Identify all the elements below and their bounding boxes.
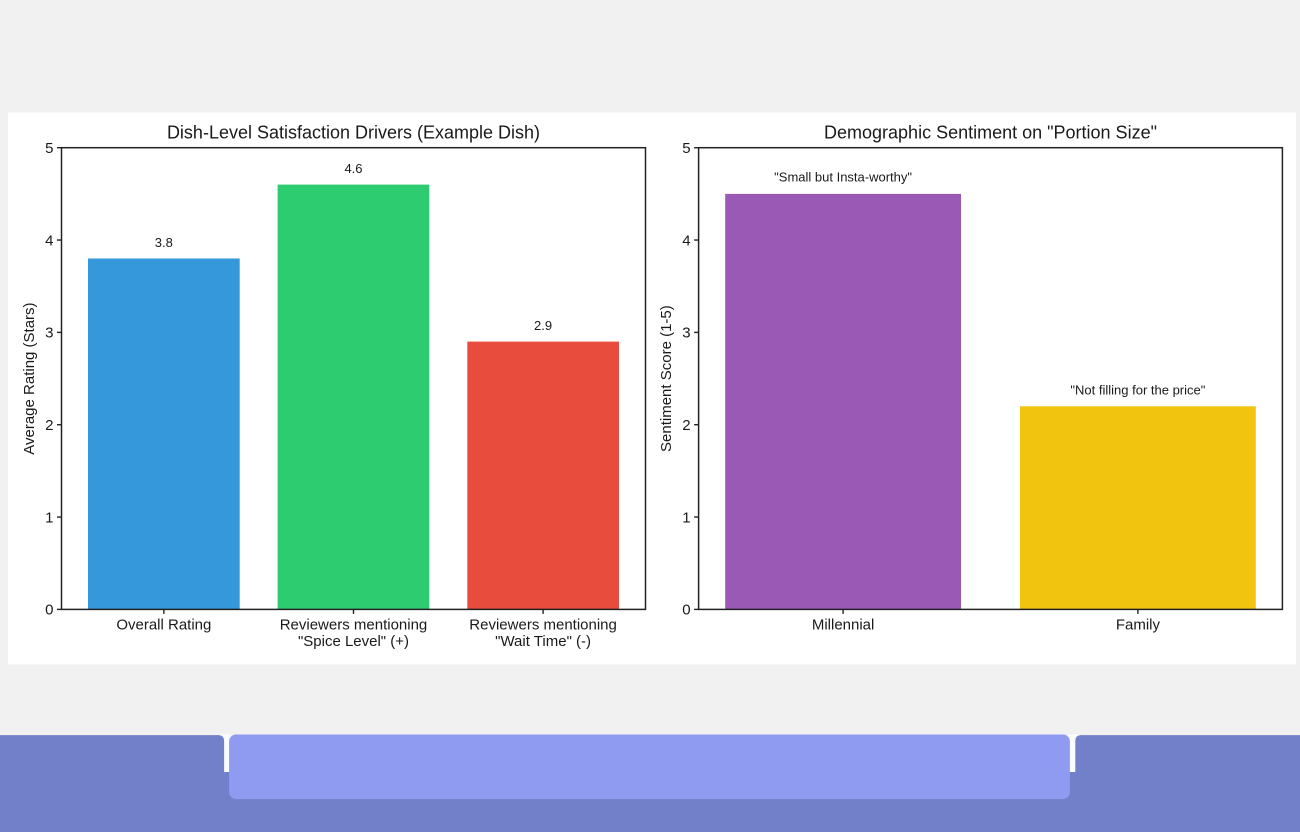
svg-text:0: 0 (682, 602, 690, 619)
svg-text:Family: Family (1116, 617, 1161, 634)
svg-text:Millennial: Millennial (812, 617, 875, 634)
svg-text:5: 5 (45, 140, 53, 157)
svg-text:1: 1 (682, 509, 690, 526)
svg-text:Demographic Sentiment on "Port: Demographic Sentiment on "Portion Size" (824, 123, 1157, 143)
svg-text:Sentiment Score (1-5): Sentiment Score (1-5) (658, 305, 675, 452)
svg-text:Reviewers mentioning: Reviewers mentioning (280, 617, 428, 634)
svg-text:4.6: 4.6 (344, 161, 362, 176)
svg-text:4: 4 (682, 232, 690, 249)
svg-text:2: 2 (682, 417, 690, 434)
svg-text:2.9: 2.9 (534, 318, 552, 333)
svg-text:3.8: 3.8 (155, 235, 173, 250)
svg-text:Average Rating (Stars): Average Rating (Stars) (21, 302, 38, 454)
svg-text:"Spice Level" (+): "Spice Level" (+) (298, 633, 409, 650)
svg-text:5: 5 (682, 140, 690, 157)
svg-text:3: 3 (45, 325, 53, 342)
svg-text:"Not filling for the price": "Not filling for the price" (1070, 382, 1205, 397)
svg-text:Reviewers mentioning: Reviewers mentioning (469, 617, 617, 634)
svg-text:"Small but Insta-worthy": "Small but Insta-worthy" (774, 170, 912, 185)
svg-text:0: 0 (45, 602, 53, 619)
svg-text:2: 2 (45, 417, 53, 434)
svg-text:1: 1 (45, 509, 53, 526)
svg-text:Overall Rating: Overall Rating (116, 617, 211, 634)
svg-text:4: 4 (45, 232, 53, 249)
svg-text:Dish-Level Satisfaction Driver: Dish-Level Satisfaction Drivers (Example… (167, 123, 540, 143)
svg-text:3: 3 (682, 325, 690, 342)
svg-text:"Wait Time" (-): "Wait Time" (-) (495, 633, 591, 650)
